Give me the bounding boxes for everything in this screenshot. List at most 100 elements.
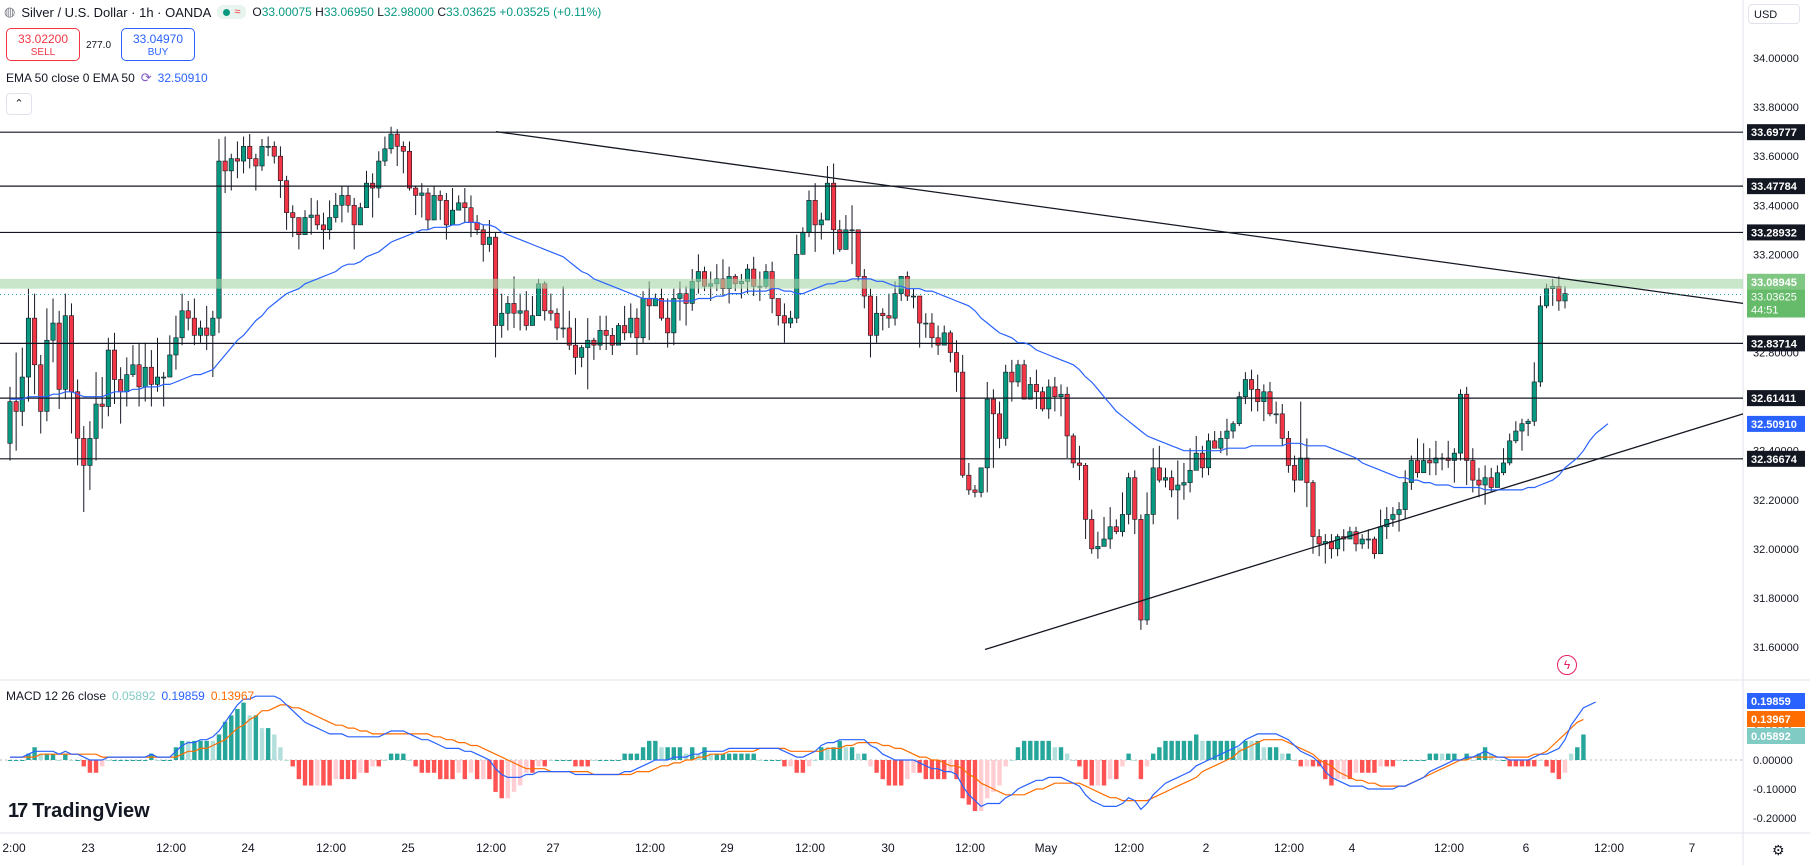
candle-body bbox=[1365, 538, 1371, 541]
candle-body bbox=[1494, 472, 1500, 488]
candle-body bbox=[941, 332, 947, 346]
macd-histogram-bar bbox=[579, 760, 584, 767]
time-tick-label: 7 bbox=[1689, 841, 1696, 855]
candle-body bbox=[966, 474, 972, 491]
price-tick-label: 33.40000 bbox=[1753, 200, 1799, 212]
macd-histogram-bar bbox=[548, 760, 554, 761]
macd-histogram-bar bbox=[1200, 740, 1205, 760]
macd-histogram-bar bbox=[407, 760, 412, 761]
macd-line-value: 0.19859 bbox=[161, 689, 205, 703]
candle-body bbox=[75, 391, 81, 439]
candle-body bbox=[1015, 364, 1021, 383]
macd-histogram-bar bbox=[1169, 740, 1174, 760]
countdown-label: 44:51 bbox=[1751, 305, 1779, 317]
macd-histogram-bar bbox=[1144, 760, 1150, 767]
market-status-badge[interactable]: ≈ bbox=[217, 5, 247, 19]
candle-body bbox=[646, 298, 652, 307]
macd-histogram-bar bbox=[1114, 760, 1119, 780]
macd-histogram-bar bbox=[290, 760, 295, 767]
sell-button[interactable]: 33.02200 SELL bbox=[6, 28, 80, 61]
macd-histogram-bar bbox=[130, 760, 136, 761]
candle-body bbox=[216, 160, 222, 319]
candle-body bbox=[308, 214, 314, 218]
macd-histogram-bar bbox=[1163, 740, 1168, 760]
candle-body bbox=[603, 330, 609, 336]
macd-histogram-bar bbox=[1212, 740, 1217, 760]
macd-histogram-bar bbox=[610, 760, 615, 761]
candle-body bbox=[1162, 477, 1168, 481]
macd-histogram-bar bbox=[1575, 747, 1580, 760]
macd-histogram-bar bbox=[1187, 740, 1193, 760]
candle-body bbox=[1175, 484, 1181, 491]
time-tick-label: 12:00 bbox=[1274, 841, 1304, 855]
macd-histogram-bar bbox=[874, 760, 879, 773]
candle-body bbox=[812, 200, 818, 226]
candle-body bbox=[296, 217, 302, 235]
level-label-box bbox=[1747, 224, 1805, 241]
macd-histogram-bar bbox=[1581, 734, 1586, 760]
flash-icon[interactable]: ϟ bbox=[1557, 655, 1577, 675]
candle-body bbox=[259, 146, 265, 167]
candle-body bbox=[609, 335, 615, 346]
candle-body bbox=[1156, 467, 1162, 481]
macd-histogram-bar bbox=[210, 740, 216, 760]
sell-label: SELL bbox=[30, 47, 56, 58]
macd-histogram-bar bbox=[1335, 760, 1340, 780]
candle-body bbox=[523, 310, 529, 326]
macd-histogram-bar bbox=[733, 753, 738, 760]
macd-histogram-bar bbox=[161, 760, 166, 761]
macd-histogram-bar bbox=[1175, 740, 1180, 760]
candle-body bbox=[1242, 379, 1248, 397]
ema-legend[interactable]: EMA 50 close 0 EMA 50 ⟳ 32.50910 bbox=[6, 70, 208, 86]
macd-histogram-bar bbox=[493, 760, 498, 792]
settings-gear-icon[interactable]: ⚙ bbox=[1772, 842, 1785, 858]
macd-histogram-bar bbox=[1390, 760, 1396, 767]
candle-body bbox=[910, 295, 917, 298]
refresh-icon[interactable]: ⟳ bbox=[140, 70, 152, 85]
candle-body bbox=[867, 295, 873, 336]
currency-selector[interactable]: USD bbox=[1748, 4, 1800, 24]
macd-histogram-bar bbox=[69, 760, 74, 761]
candle-body bbox=[167, 354, 173, 378]
level-label: 33.47784 bbox=[1751, 181, 1798, 193]
macd-histogram-bar bbox=[265, 728, 271, 760]
candle-body bbox=[997, 413, 1003, 439]
candle-body bbox=[62, 315, 68, 390]
candle-body bbox=[93, 403, 99, 439]
macd-histogram-bar bbox=[1237, 747, 1242, 760]
macd-histogram-bar bbox=[1292, 760, 1297, 761]
collapse-legend-button[interactable]: ⌃ bbox=[6, 93, 32, 115]
candle-body bbox=[1470, 460, 1476, 481]
candle-body bbox=[788, 317, 794, 324]
candle-body bbox=[56, 322, 62, 390]
macd-histogram-bar bbox=[247, 715, 252, 760]
macd-legend[interactable]: MACD 12 26 close 0.05892 0.19859 0.13967 bbox=[6, 689, 254, 703]
candle-body bbox=[1101, 538, 1107, 547]
macd-histogram-bar bbox=[302, 760, 308, 786]
candle-body bbox=[1132, 477, 1138, 520]
macd-histogram-bar bbox=[308, 760, 314, 786]
macd-histogram-bar bbox=[358, 760, 363, 773]
macd-histogram-bar bbox=[1310, 760, 1316, 767]
candle-body bbox=[327, 217, 333, 231]
candle-body bbox=[874, 312, 880, 336]
resistance-zone bbox=[0, 278, 1743, 289]
macd-histogram-bar bbox=[56, 760, 62, 761]
macd-histogram-bar bbox=[954, 760, 959, 780]
symbol-title[interactable]: Silver / U.S. Dollar · 1h · OANDA bbox=[21, 4, 212, 20]
price-tick-label: 33.20000 bbox=[1753, 249, 1799, 261]
candle-body bbox=[880, 312, 886, 316]
candle-body bbox=[634, 317, 640, 339]
buy-button[interactable]: 33.04970 BUY bbox=[121, 28, 195, 61]
macd-histogram-bar bbox=[7, 760, 13, 761]
candle-body bbox=[388, 133, 394, 150]
candle-body bbox=[277, 155, 283, 182]
macd-histogram-bar bbox=[1028, 740, 1033, 760]
macd-histogram-bar bbox=[991, 760, 996, 792]
candle-body bbox=[105, 349, 111, 407]
macd-histogram-bar bbox=[20, 760, 25, 761]
candle-body bbox=[185, 310, 191, 319]
macd-histogram-bar bbox=[886, 760, 892, 786]
candle-body bbox=[1199, 452, 1205, 469]
